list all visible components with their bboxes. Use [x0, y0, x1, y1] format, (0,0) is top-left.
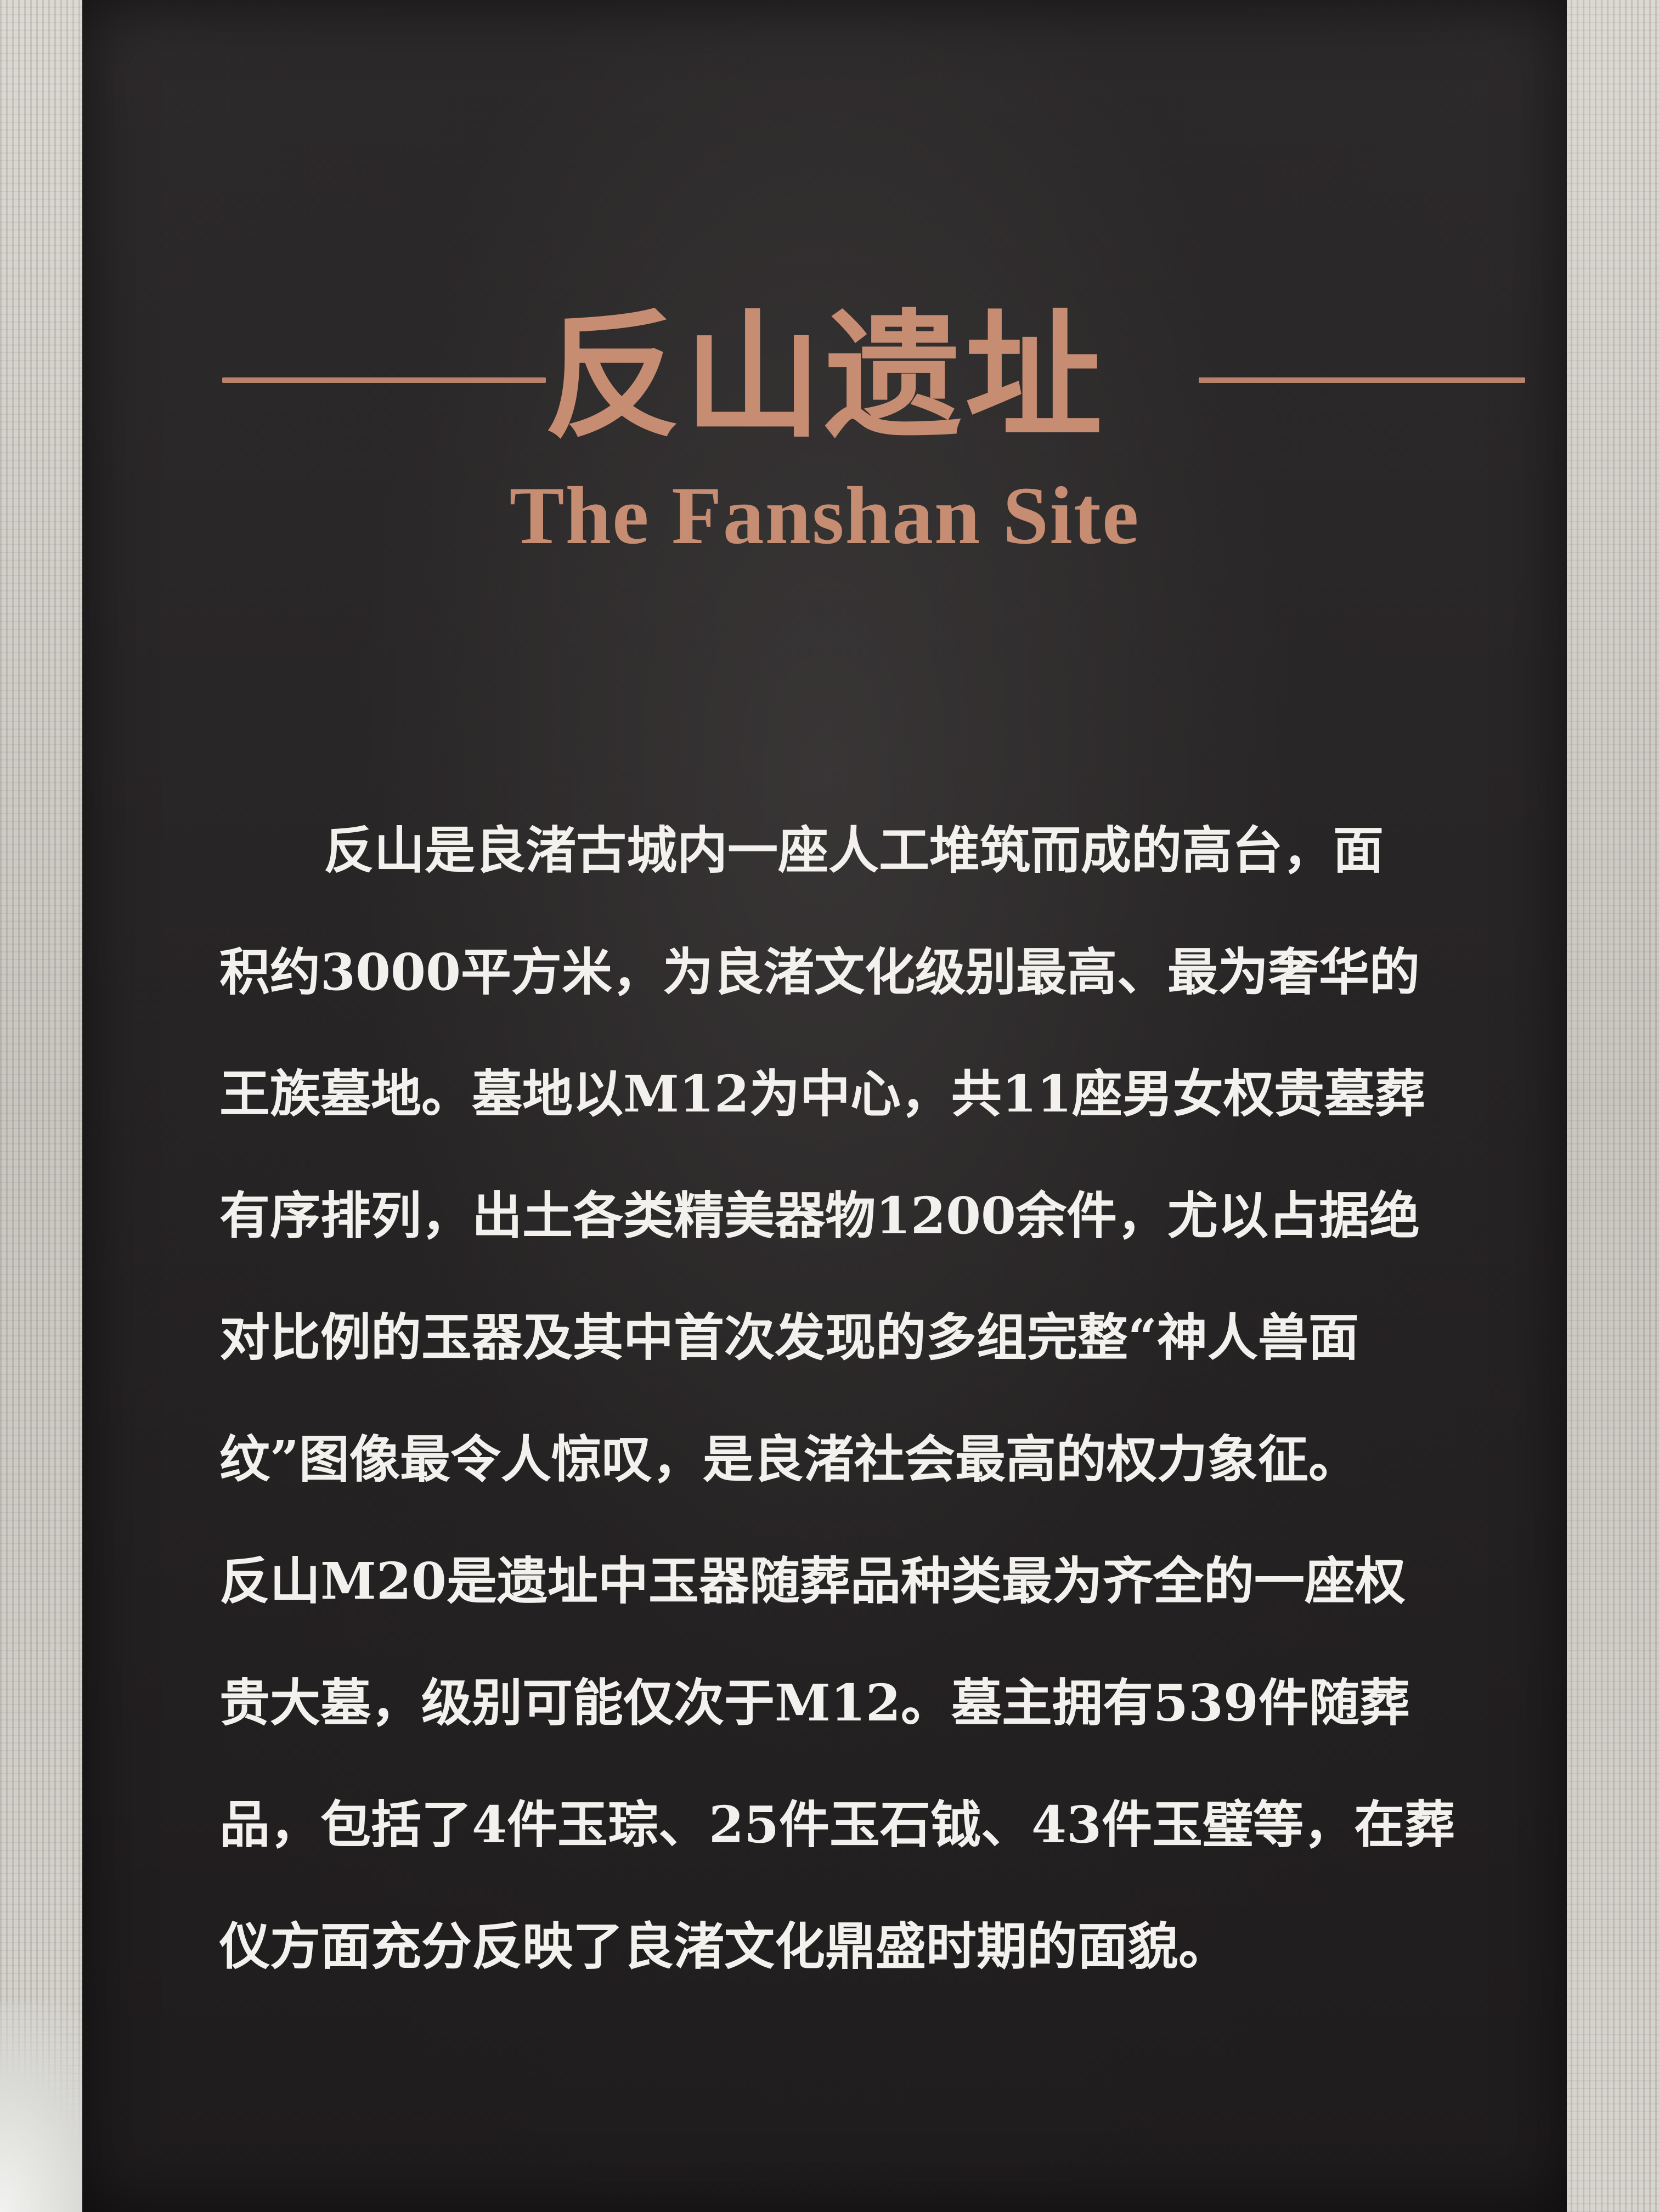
- text-line: 反山是良渚古城内一座人工堆筑而成的高台，面: [324, 821, 1384, 880]
- text-line: 反山M20是遗址中玉器随葬品种类最为齐全的一座权: [219, 1551, 1406, 1611]
- title-rule-right: [1199, 377, 1525, 383]
- exhibit-sign-panel: 反山遗址 The Fanshan Site 反山是良渚古城内一座人工堆筑而成的高…: [82, 0, 1567, 2212]
- wall-right: [1553, 0, 1659, 2212]
- text-line: 贵大墓，级别可能仅次于M12。墓主拥有539件随葬: [219, 1673, 1410, 1733]
- text-line: 品，包括了4件玉琮、25件玉石钺、43件玉璧等，在葬: [219, 1795, 1455, 1854]
- text-line: 王族墓地。墓地以M12为中心，共11座男女权贵墓葬: [219, 1064, 1425, 1124]
- title-chinese: 反山遗址: [544, 295, 1105, 456]
- title-rule-left: [222, 377, 546, 383]
- text-line: 仪方面充分反映了良渚文化鼎盛时期的面貌。: [219, 1917, 1229, 1976]
- title-english: The Fanshan Site: [509, 470, 1140, 561]
- text-line: 纹”图像最令人惊叹，是良渚社会最高的权力象征。: [219, 1430, 1359, 1489]
- text-line: 对比例的玉器及其中首次发现的多组完整“神人兽面: [219, 1308, 1359, 1367]
- text-line: 有序排列，出土各类精美器物1200余件，尤以占据绝: [219, 1186, 1420, 1245]
- text-line: 积约3000平方米，为良渚文化级别最高、最为奢华的: [219, 943, 1420, 1002]
